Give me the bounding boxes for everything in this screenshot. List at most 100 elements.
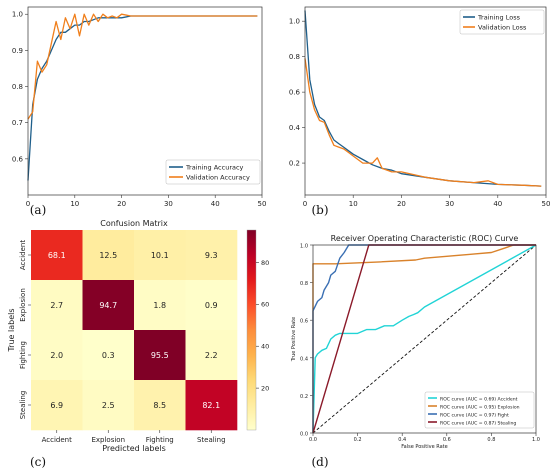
legend-label-2: ROC curve (AUC = 0.97) Fight [440, 412, 509, 418]
chart-b: 0 10 20 30 40 50 0.2 0.4 0.6 0.8 1.0 Training Loss V… [289, 6, 550, 217]
colorbar [246, 229, 257, 431]
x-axis-label: False Positive Rate [401, 444, 447, 450]
series-line-0 [304, 10, 542, 187]
x-tick-label: Accident [42, 436, 72, 444]
x-tick-label: 0.6 [443, 437, 451, 443]
legend: Training Loss Validation Loss [459, 9, 545, 35]
cell-value: 0.3 [102, 351, 115, 360]
x-tick-label: 1.0 [532, 437, 540, 443]
plot-frame [312, 244, 537, 434]
heatmap-cell [82, 380, 135, 431]
heatmap-cell [31, 380, 83, 431]
heatmap-cell [31, 330, 83, 381]
legend-label-0: ROC curve (AUC = 0.69) Accident [440, 396, 518, 402]
x-tick-label: 10 [349, 200, 358, 208]
colorbar-tick-label: 40 [261, 343, 269, 351]
series-line-0 [312, 244, 537, 434]
x-tick-label: 10 [70, 200, 79, 208]
panel-label-a: (a) [30, 203, 47, 217]
x-tick-label: 0.2 [354, 437, 362, 443]
cell-value: 2.0 [50, 351, 63, 360]
series-line-1 [27, 13, 258, 120]
series-line-0 [27, 15, 258, 181]
x-axis-label: Predicted labels [102, 444, 166, 453]
y-tick-label: 1.0 [289, 18, 300, 26]
cell-value: 94.7 [99, 301, 117, 310]
x-tick-label: 0.8 [487, 437, 495, 443]
y-tick-label: Explosion [19, 288, 27, 322]
x-tick-label: 30 [445, 200, 454, 208]
cell-value: 8.5 [153, 401, 166, 410]
cell-value: 0.9 [205, 301, 218, 310]
legend: Training Accuracy Validation Accuracy [165, 159, 261, 185]
heatmap-cell [185, 330, 238, 381]
x-tick-label: 50 [542, 200, 550, 208]
colorbar-tick-label: 60 [261, 301, 269, 309]
colorbar-tick-label: 80 [261, 259, 269, 267]
y-tick-label: 1.0 [300, 244, 308, 250]
panel-label-b: (b) [311, 203, 328, 217]
x-tick-label: 20 [397, 200, 406, 208]
x-tick-label: Stealing [197, 436, 226, 444]
y-tick-label: 1.0 [12, 11, 23, 19]
heatmap-cell [82, 280, 135, 331]
y-tick-label: 0.8 [300, 281, 308, 287]
y-tick-label: 0.6 [289, 89, 301, 97]
heatmap-cell [134, 380, 186, 431]
heatmap-cell [134, 230, 186, 281]
legend-label-0: Training Loss [477, 13, 521, 21]
chance-diagonal-line [312, 244, 537, 434]
cell-value: 6.9 [50, 401, 63, 410]
y-tick-label: 0.2 [300, 394, 308, 400]
legend-box [165, 159, 261, 185]
panel-label-d: (d) [311, 455, 328, 469]
y-tick-label: 0.7 [12, 119, 23, 127]
y-tick-label: 0.6 [300, 319, 308, 325]
x-tick-label: 0 [303, 200, 307, 208]
cell-value: 9.3 [205, 251, 218, 260]
y-tick-label: 0.8 [289, 53, 300, 61]
cell-value: 95.5 [151, 351, 169, 360]
cell-value: 1.8 [153, 301, 166, 310]
x-tick-label: 0.4 [398, 437, 406, 443]
y-tick-label: 0.4 [289, 124, 301, 132]
cell-value: 10.1 [151, 251, 169, 260]
y-tick-label: 0.6 [12, 155, 24, 163]
cell-value: 12.5 [99, 251, 117, 260]
chart-a: 0 10 20 30 40 50 0.6 0.7 0.8 0.9 1.0 Training Accur… [12, 6, 267, 217]
cell-value: 2.2 [205, 351, 218, 360]
plot-frame [304, 6, 547, 196]
x-tick-label: 30 [164, 200, 173, 208]
legend-label-0: Training Accuracy [185, 163, 244, 171]
cell-value: 68.1 [48, 251, 66, 260]
cell-value: 2.7 [50, 301, 63, 310]
x-tick-label: 0 [26, 200, 30, 208]
y-tick-label: 0.4 [300, 356, 308, 362]
cell-value: 2.5 [102, 401, 115, 410]
heatmap-cell [185, 280, 238, 331]
y-tick-label: 0.0 [300, 432, 308, 438]
plot-frame [27, 6, 263, 196]
legend-label-1: Validation Accuracy [186, 173, 250, 181]
x-tick-label: Explosion [91, 436, 125, 444]
series-line-1 [304, 58, 542, 187]
heatmap-cell [185, 380, 238, 431]
heatmap-cell [31, 230, 83, 281]
chart-title: Receiver Operating Characteristic (ROC) … [331, 234, 519, 243]
x-tick-label: 0.0 [309, 437, 317, 443]
x-tick-label: 50 [258, 200, 267, 208]
x-tick-label: 40 [211, 200, 220, 208]
y-tick-label: Fighting [19, 341, 27, 369]
legend-box [459, 9, 545, 35]
heatmap-cell [185, 230, 238, 281]
y-tick-label: 0.8 [12, 83, 23, 91]
heatmap-cell [134, 330, 186, 381]
legend-label-3: ROC curve (AUC = 0.87) Stealing [440, 420, 516, 426]
y-tick-label: Stealing [19, 391, 27, 420]
x-tick-label: 40 [493, 200, 502, 208]
chart-title: Confusion Matrix [100, 219, 168, 228]
heatmap-cell [82, 330, 135, 381]
heatmap-cell [82, 230, 135, 281]
y-tick-label: 0.2 [289, 160, 300, 168]
